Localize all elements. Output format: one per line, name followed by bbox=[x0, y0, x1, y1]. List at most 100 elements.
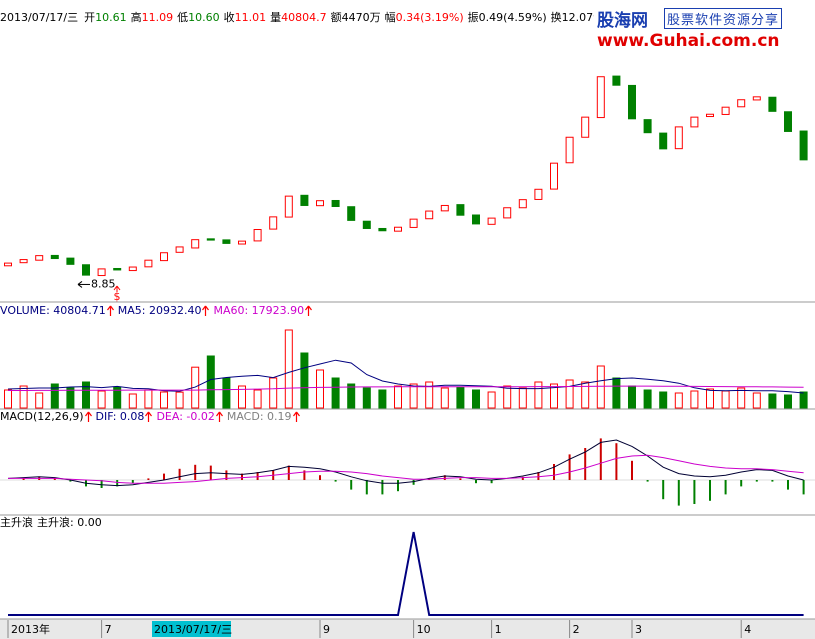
volume-bar bbox=[269, 377, 278, 409]
marker-arrow bbox=[113, 285, 121, 292]
legend-item: MA60: 17923.90 bbox=[213, 304, 305, 317]
arrow-icon bbox=[145, 411, 153, 422]
volume-bar bbox=[19, 385, 28, 409]
volume-bar bbox=[628, 385, 636, 409]
indicator-line bbox=[7, 385, 804, 391]
arrow-icon bbox=[106, 305, 114, 316]
candle bbox=[565, 136, 574, 164]
candle bbox=[550, 162, 558, 190]
arrow-shape bbox=[145, 411, 153, 422]
legend-item: DIF: 0.08 bbox=[95, 410, 145, 423]
signal-line bbox=[8, 531, 804, 616]
volume-bar bbox=[50, 383, 59, 409]
volume-bar bbox=[128, 393, 137, 409]
volume-bar bbox=[347, 383, 356, 409]
time-label: 4 bbox=[744, 623, 751, 636]
logo-slogan: 股票软件资源分享 bbox=[664, 8, 783, 29]
volume-bar bbox=[440, 387, 449, 409]
candle bbox=[347, 206, 356, 221]
legend-item: DEA: -0.02 bbox=[156, 410, 215, 423]
macd-header: MACD(12,26,9) DIF: 0.08 DEA: -0.02 MACD: 0.… bbox=[0, 410, 300, 424]
candle bbox=[19, 259, 28, 264]
candle bbox=[768, 96, 777, 112]
candle bbox=[425, 210, 434, 220]
legend-item: MA5: 20932.40 bbox=[117, 304, 202, 317]
arrow-shape bbox=[305, 305, 313, 316]
quote-item: 换12.079 bbox=[551, 11, 601, 25]
time-label: 10 bbox=[417, 623, 431, 636]
candle bbox=[4, 262, 12, 267]
quote-header: 2013/07/17/三 开10.61 高11.09 低10.60 收11.01 量40… bbox=[0, 11, 600, 25]
time-label: 2 bbox=[573, 623, 580, 636]
volume-bar bbox=[316, 369, 324, 409]
volume-bar bbox=[456, 386, 465, 409]
candle bbox=[128, 266, 137, 272]
legend-item: 主升浪: 0.00 bbox=[37, 516, 102, 529]
volume-bar bbox=[799, 391, 808, 409]
candle bbox=[440, 204, 449, 212]
quote-label: 开 bbox=[84, 11, 96, 24]
quote-label: 量 bbox=[270, 11, 282, 24]
candle bbox=[706, 113, 714, 118]
indicator-line bbox=[8, 454, 804, 484]
candle bbox=[612, 75, 621, 86]
candle bbox=[175, 246, 184, 253]
volume-bar bbox=[206, 355, 215, 409]
candle bbox=[534, 188, 543, 200]
quote-item: 额4470万 bbox=[331, 11, 381, 25]
time-label: 3 bbox=[635, 623, 642, 636]
candle bbox=[66, 257, 75, 265]
arrow-shape bbox=[215, 411, 223, 422]
volume-bar bbox=[706, 388, 714, 409]
candle bbox=[394, 226, 402, 232]
candle bbox=[721, 106, 730, 115]
volume-bar bbox=[66, 387, 75, 409]
volume-bar bbox=[550, 383, 558, 409]
quote-label: 幅 bbox=[384, 11, 396, 24]
arrow-icon bbox=[305, 305, 313, 316]
watermark-logo: 股海网 股票软件资源分享 www.Guhai.com.cn bbox=[594, 4, 815, 52]
volume-bar bbox=[331, 377, 340, 409]
volume-header: VOLUME: 40804.71 MA5: 20932.40 MA60: 17923… bbox=[0, 304, 313, 318]
candle bbox=[690, 116, 699, 128]
legend-item: MACD(12,26,9) bbox=[0, 410, 84, 423]
volume-bar bbox=[4, 389, 12, 409]
candle bbox=[628, 84, 636, 120]
quote-value: 0.49(4.59%) bbox=[478, 11, 547, 24]
volume-bar bbox=[503, 385, 512, 409]
candle bbox=[596, 76, 605, 119]
arrow-shape bbox=[106, 305, 114, 316]
legend-item: MACD: 0.19 bbox=[226, 410, 292, 423]
quote-value: 40804.7 bbox=[281, 11, 327, 24]
candle bbox=[503, 207, 512, 219]
volume-bar bbox=[113, 386, 122, 409]
candle bbox=[284, 195, 293, 218]
quote-value: 0.34(3.19%) bbox=[395, 11, 464, 24]
arrow-icon bbox=[202, 305, 210, 316]
candle bbox=[362, 220, 371, 229]
volume-bar bbox=[394, 385, 402, 409]
candle bbox=[643, 119, 652, 134]
volume-bar bbox=[596, 365, 605, 409]
volume-bar bbox=[82, 381, 90, 409]
quote-value: 4470万 bbox=[341, 11, 381, 24]
logo-name: 股海网 bbox=[597, 11, 648, 31]
candle bbox=[316, 200, 324, 207]
volume-bar bbox=[534, 381, 543, 409]
volume-bar bbox=[35, 392, 44, 409]
volume-bar bbox=[690, 390, 699, 409]
candle bbox=[35, 255, 44, 261]
volume-bar bbox=[487, 391, 496, 409]
candle bbox=[253, 229, 262, 242]
volume-bar bbox=[784, 394, 792, 409]
volume-bar bbox=[721, 390, 730, 409]
arrow-shape bbox=[202, 305, 210, 316]
arrow-icon bbox=[84, 411, 92, 422]
candle bbox=[97, 268, 106, 277]
candle bbox=[160, 252, 168, 262]
volume-bar bbox=[659, 391, 668, 409]
volume-bar bbox=[643, 389, 652, 409]
volume-bar bbox=[238, 385, 246, 409]
legend-item: VOLUME: 40804.71 bbox=[0, 304, 106, 317]
